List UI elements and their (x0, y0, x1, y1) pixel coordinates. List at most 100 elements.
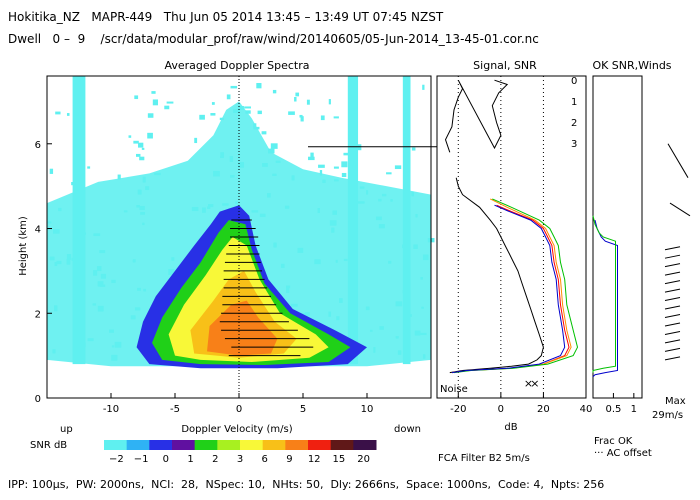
wind-barb (664, 288, 681, 293)
signal-legend: 0 1 2 3 (571, 76, 577, 150)
speckle (71, 181, 76, 186)
frac-ok-legend: Frac OK (594, 436, 633, 447)
y-tick-label-2: 2 (35, 309, 41, 320)
speckle (256, 83, 262, 89)
speckle (211, 102, 215, 105)
speckle (87, 166, 91, 169)
speckle (351, 108, 355, 111)
speckle (310, 152, 314, 159)
speckle (270, 143, 278, 149)
header-title: Hokitika_NZ MAPR-449 Thu Jun 05 2014 13:… (8, 10, 444, 24)
colorbar-tick-0: −2 (109, 454, 124, 465)
up-label: up (60, 424, 73, 435)
colorbar-swatch-3 (172, 440, 196, 450)
signal-marker-0: × (524, 377, 533, 390)
wind-barb (664, 339, 681, 344)
speckle (166, 101, 174, 104)
speckle (261, 131, 267, 135)
wind-barb-mid (669, 202, 691, 217)
colorbar-swatch-5 (217, 440, 241, 450)
speckle (350, 160, 354, 166)
speckle (328, 99, 331, 105)
speckle (333, 166, 339, 169)
speckle (152, 99, 158, 106)
snr-colorbar-label: SNR dB (30, 440, 67, 451)
wind-barb (664, 263, 681, 268)
winds-title: OK SNR,Winds (592, 59, 671, 72)
height-axis-label: Height (km) (18, 216, 29, 276)
speckle (349, 82, 352, 87)
doppler-y-ticks: 0 2 4 6 (35, 140, 52, 405)
speckle (76, 112, 79, 116)
winds-tick-label-0.5: 0.5 (605, 404, 621, 415)
speckle (295, 92, 300, 97)
speckle (66, 113, 70, 116)
ac-offset-legend: ··· AC offset (594, 448, 652, 459)
signal-panel: Signal, SNR ×× -20 0 20 40 dB Noise 0 1 2 3 (436, 59, 592, 433)
colorbar-tick-10: 20 (357, 454, 370, 465)
speckle (138, 142, 144, 148)
frac-ok-series (592, 215, 618, 378)
colorbar-swatch-10 (330, 440, 354, 450)
colorbar-tick-8: 12 (308, 454, 321, 465)
speckle (306, 99, 310, 105)
wind-barb (664, 254, 681, 259)
speckle (352, 164, 356, 170)
speckle (147, 113, 154, 118)
y-tick-label-0: 0 (35, 394, 41, 405)
doppler-panel: Averaged Doppler Spectra -10 -5 0 5 10 0246 … (18, 59, 465, 435)
speckle (133, 140, 139, 144)
colorbar-swatch-11 (353, 440, 377, 450)
wind-barb (664, 246, 681, 251)
colorbar-swatch-9 (308, 440, 332, 450)
signal-x-ticks: -20 0 20 40 (450, 393, 592, 415)
x-tick-label-10: 10 (361, 404, 374, 415)
speckle (151, 91, 156, 94)
speckle (164, 105, 170, 110)
speckle (299, 114, 303, 118)
speckle (244, 106, 251, 109)
colorbar-tick-7: 9 (286, 454, 292, 465)
speckle (134, 95, 139, 100)
wind-max-label: Max (665, 396, 686, 407)
colorbar-swatch-8 (285, 440, 309, 450)
speckle (320, 115, 325, 121)
speckle (300, 116, 304, 122)
wind-barb (664, 271, 681, 276)
y-tick-label-6: 6 (35, 140, 41, 151)
wind-barb (664, 356, 681, 361)
colorbar-tick-5: 3 (237, 454, 243, 465)
signal-legend-2: 2 (571, 118, 577, 129)
colorbar-swatch-1 (126, 440, 150, 450)
snr-colorbar-ticks: −2 −1 0 1 2 3 6 9 12 15 20 (109, 454, 370, 465)
speckle (411, 147, 416, 151)
noise-label: Noise (440, 384, 468, 395)
y-tick-label-4: 4 (35, 225, 41, 236)
signal-title: Signal, SNR (473, 59, 537, 72)
wind-barbs (664, 143, 691, 361)
speckle (128, 135, 132, 138)
filter-label: FCA Filter B2 5m/s (438, 453, 530, 464)
speckle (308, 156, 315, 161)
speckle (135, 153, 141, 157)
wind-barb (664, 280, 681, 285)
signal-series-upper (444, 79, 509, 153)
signal-legend-1: 1 (571, 97, 577, 108)
signal-markers: ×× (524, 377, 540, 390)
speckle (49, 168, 54, 174)
wind-barb (664, 322, 681, 327)
x-tick-label--10: -10 (103, 404, 119, 415)
speckle (257, 110, 262, 115)
colorbar-swatch-7 (262, 440, 286, 450)
wind-max-value: 29m/s (652, 410, 683, 421)
winds-panel: OK SNR,Winds 0.5 1 Frac OK ··· AC offset … (592, 59, 691, 459)
signal-legend-0: 0 (571, 76, 577, 87)
snr-colorbar-swatches (104, 440, 377, 450)
signal-x-label: dB (504, 422, 517, 433)
colorbar-tick-3: 1 (187, 454, 193, 465)
wind-barb (664, 305, 681, 310)
speckle (194, 137, 198, 144)
speckle (226, 94, 231, 100)
speckle (318, 164, 325, 168)
x-tick-label-0: 0 (236, 404, 242, 415)
